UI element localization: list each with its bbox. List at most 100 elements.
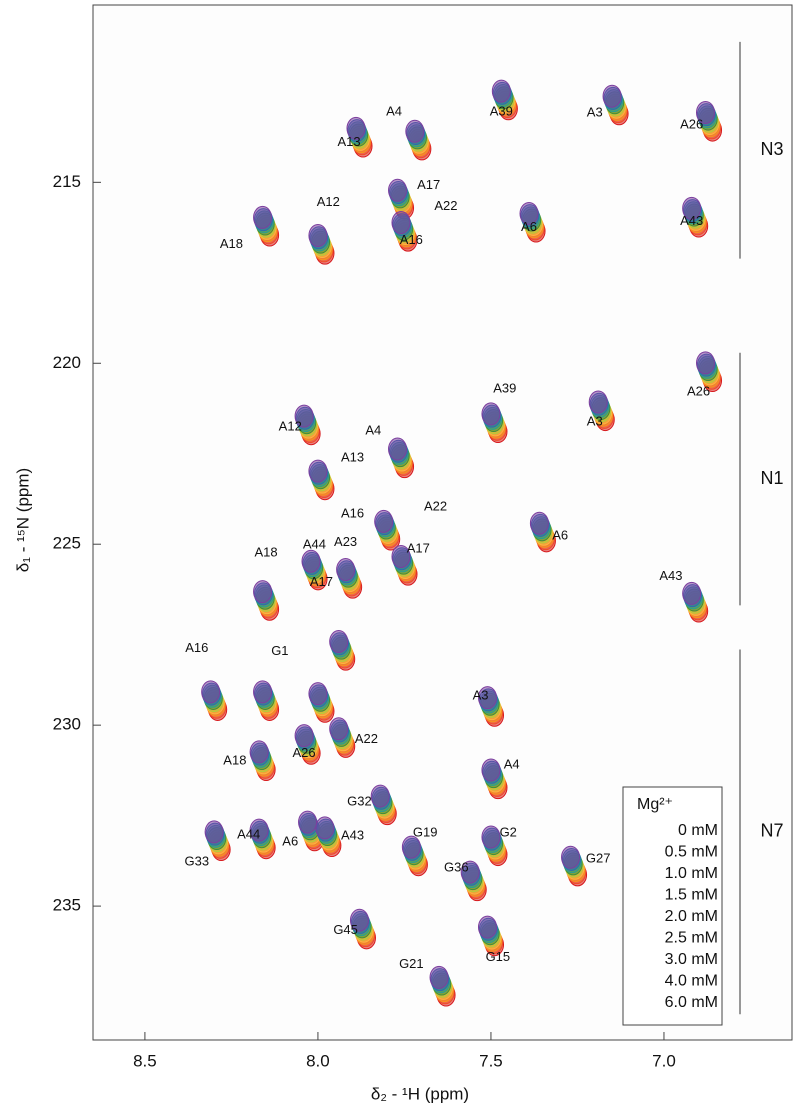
peak-label: A39 bbox=[490, 104, 513, 119]
x-tick-label: 8.0 bbox=[306, 1051, 330, 1070]
peak bbox=[301, 549, 328, 591]
peak bbox=[253, 680, 280, 721]
peak-label: A12 bbox=[317, 194, 340, 209]
peak-contour bbox=[315, 816, 335, 840]
peak-label: A18 bbox=[220, 236, 243, 251]
peak-contour bbox=[391, 210, 411, 234]
peak-contour bbox=[249, 740, 269, 764]
peak-contour bbox=[204, 820, 224, 844]
peak-label: A17 bbox=[417, 177, 440, 192]
legend-entry: 1.5 mM bbox=[665, 887, 718, 904]
y-tick-label: 220 bbox=[53, 353, 81, 372]
peak-contour bbox=[588, 390, 608, 414]
peak-label: G45 bbox=[333, 922, 358, 937]
peak-label: A39 bbox=[493, 380, 516, 395]
peak-contour bbox=[477, 915, 497, 939]
peak-contour bbox=[388, 178, 408, 202]
peak bbox=[253, 580, 280, 621]
peak-contour bbox=[294, 724, 314, 748]
peak-contour bbox=[329, 717, 349, 741]
peak-label: A6 bbox=[552, 528, 568, 543]
peak bbox=[682, 196, 709, 238]
peak-contour bbox=[329, 630, 349, 654]
peak bbox=[388, 437, 415, 479]
peak-label: A26 bbox=[293, 745, 316, 760]
peak-contour bbox=[308, 224, 328, 248]
peak-contour bbox=[682, 196, 702, 220]
peak-contour bbox=[695, 100, 715, 124]
peak bbox=[253, 205, 280, 247]
x-axis-title: δ₂ - ¹H (ppm) bbox=[371, 1084, 469, 1103]
peak bbox=[460, 860, 487, 902]
peak-contour bbox=[460, 860, 480, 884]
y-tick-label: 230 bbox=[53, 715, 81, 734]
peak-label: A4 bbox=[504, 756, 520, 771]
peak-contour bbox=[349, 908, 369, 932]
peak-contour bbox=[253, 680, 273, 704]
region-label: N7 bbox=[760, 821, 783, 841]
peak-contour bbox=[249, 818, 269, 842]
peak bbox=[695, 351, 723, 393]
peak bbox=[519, 201, 546, 243]
peak bbox=[294, 404, 321, 446]
peak-contour bbox=[308, 459, 328, 483]
peak-label: G27 bbox=[586, 850, 611, 865]
peak-label: A23 bbox=[334, 534, 357, 549]
peak-contour bbox=[370, 784, 390, 808]
peak bbox=[204, 820, 231, 862]
peak bbox=[336, 558, 363, 599]
peak bbox=[491, 79, 518, 121]
peak-label: A3 bbox=[473, 687, 489, 702]
x-tick-label: 8.5 bbox=[133, 1051, 157, 1070]
peak-label: A22 bbox=[355, 731, 378, 746]
peak-contour bbox=[308, 682, 328, 706]
peak bbox=[481, 402, 508, 444]
peak-contour bbox=[481, 402, 501, 426]
legend-title: Mg²⁺ bbox=[637, 796, 673, 813]
peak bbox=[695, 100, 723, 142]
peak-label: A18 bbox=[254, 545, 277, 560]
peak-label: G19 bbox=[413, 824, 438, 839]
peak bbox=[561, 845, 588, 887]
peak-contour bbox=[401, 835, 421, 859]
peak-label: A13 bbox=[341, 450, 364, 465]
peak-label: A6 bbox=[282, 833, 298, 848]
peak-label: A16 bbox=[341, 506, 364, 521]
peak-label: A13 bbox=[337, 134, 360, 149]
peak-contour bbox=[477, 686, 497, 710]
peak-contour bbox=[519, 201, 539, 225]
peak bbox=[249, 740, 276, 782]
y-tick-label: 235 bbox=[53, 896, 81, 915]
peak bbox=[391, 545, 418, 586]
legend-entry: 3.0 mM bbox=[665, 951, 718, 968]
peak-label: G32 bbox=[347, 793, 372, 808]
y-axis-title: δ₁ - ¹⁵N (ppm) bbox=[13, 468, 32, 572]
peak-label: G15 bbox=[486, 949, 511, 964]
peak-label: A6 bbox=[521, 219, 537, 234]
peak-contour bbox=[253, 205, 273, 229]
peak bbox=[349, 908, 376, 950]
legend-box bbox=[622, 786, 723, 1026]
peak-label: G2 bbox=[500, 824, 517, 839]
legend-entry: 1.0 mM bbox=[665, 865, 718, 882]
peak bbox=[588, 390, 615, 432]
legend-entry: 2.5 mM bbox=[665, 930, 718, 947]
peak-contour bbox=[429, 965, 449, 989]
legend-entry: 0 mM bbox=[678, 822, 718, 839]
peak-label: G36 bbox=[444, 860, 469, 875]
peak bbox=[370, 784, 397, 826]
peak-contour bbox=[481, 758, 501, 782]
peak bbox=[298, 810, 325, 852]
peak bbox=[249, 818, 276, 860]
peak-contour bbox=[481, 825, 501, 849]
peak bbox=[481, 825, 508, 867]
peak-label: A26 bbox=[687, 383, 710, 398]
peak-contour bbox=[201, 680, 221, 704]
peak-label: A22 bbox=[434, 198, 457, 213]
peak bbox=[529, 511, 556, 553]
peak bbox=[481, 758, 508, 800]
peak-label: A43 bbox=[659, 568, 682, 583]
peak-contour bbox=[491, 79, 511, 103]
peak-label: A44 bbox=[237, 827, 260, 842]
